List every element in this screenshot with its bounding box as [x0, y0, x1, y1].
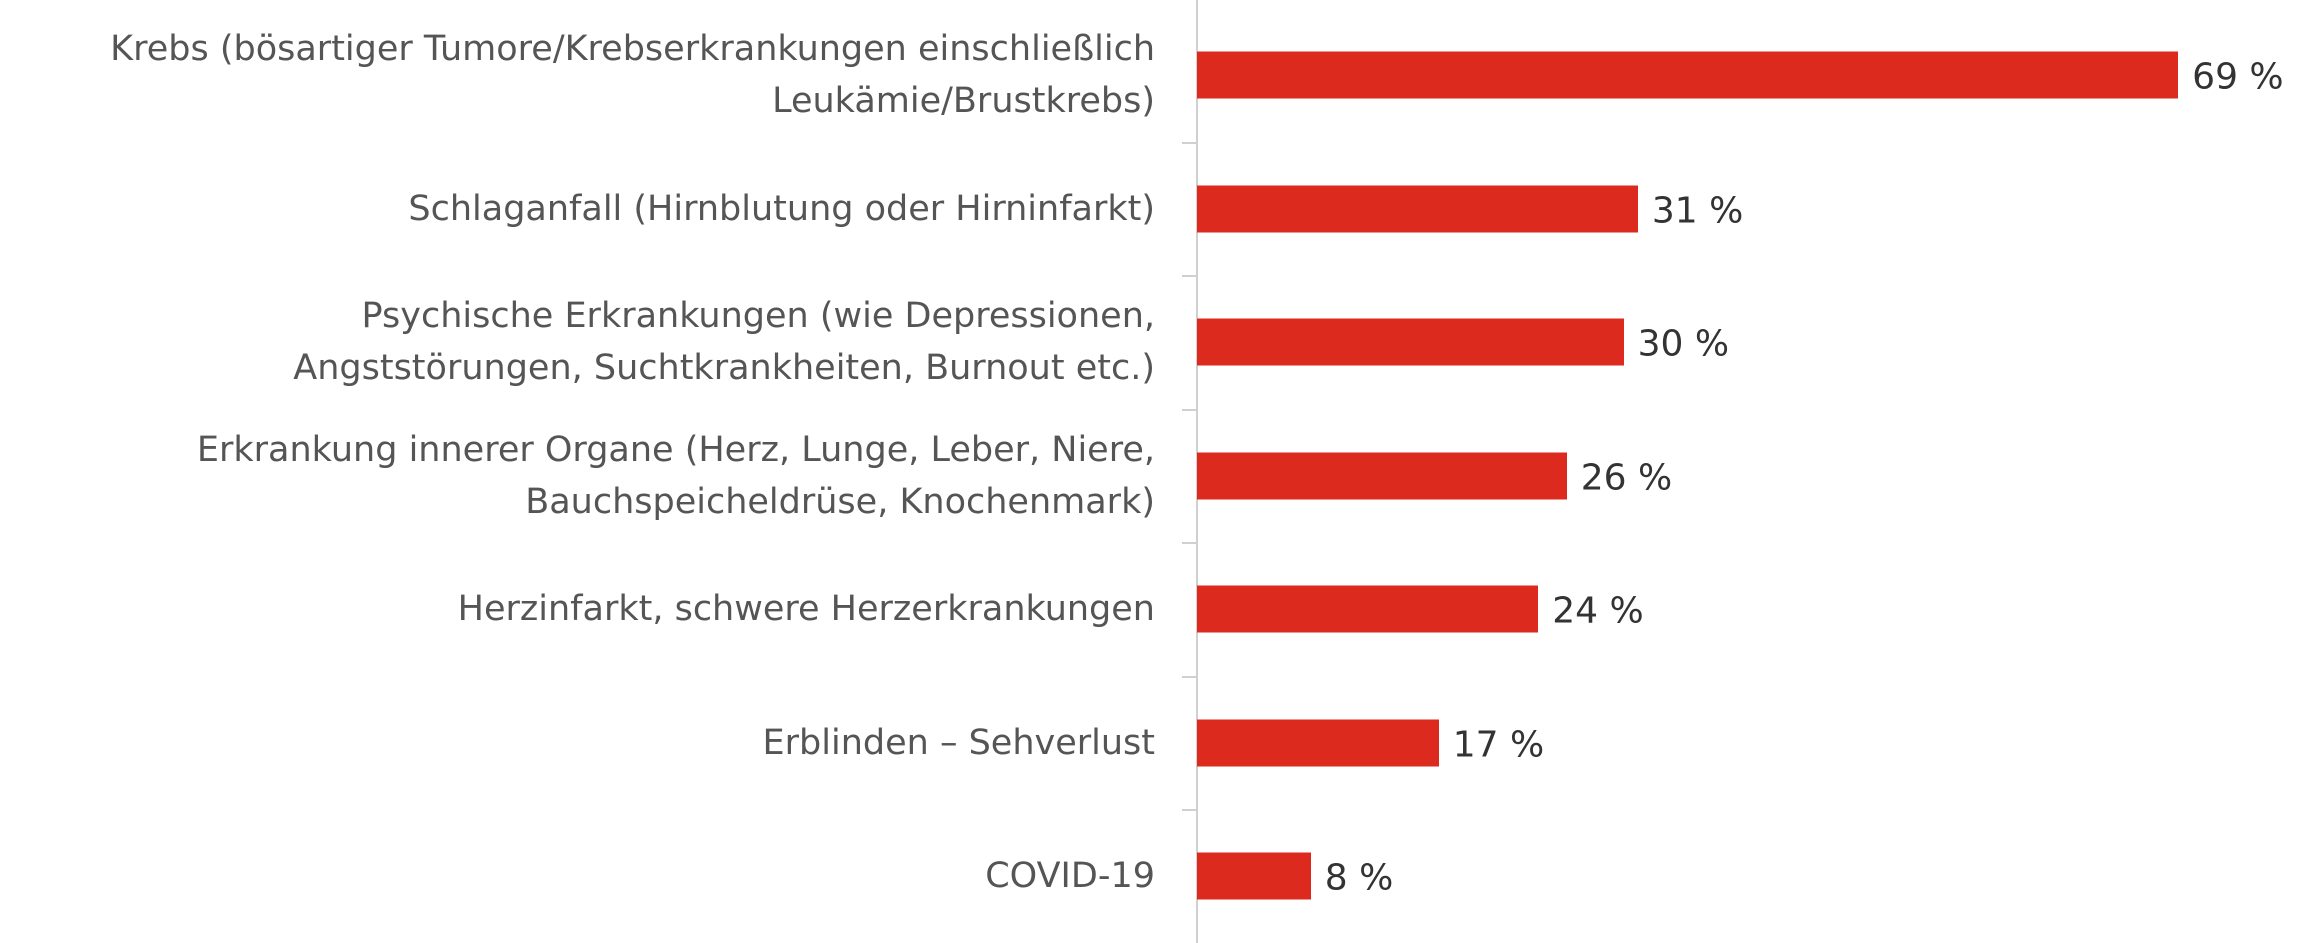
value-label: 17 %: [1452, 724, 1545, 765]
bar: [1197, 318, 1624, 366]
category-label: Erkrankung innerer Organe (Herz, Lunge, …: [196, 429, 1155, 522]
value-label: 24 %: [1552, 590, 1644, 632]
category-separator: [1182, 675, 1196, 678]
bar: [1197, 185, 1638, 232]
bar: [1197, 852, 1311, 900]
category-label: Schlaganfall (Hirnblutung oder Hirninfar…: [408, 188, 1155, 229]
category-separator: [1182, 141, 1196, 144]
value-label: 69 %: [2192, 56, 2284, 98]
category-label: Herzinfarkt, schwere Herzerkrankungen: [457, 589, 1155, 629]
bar: [1197, 719, 1439, 766]
category-label: Psychische Erkrankungen (wie Depressione…: [293, 296, 1155, 388]
value-label: 8 %: [1324, 857, 1394, 899]
category-separator: [1182, 809, 1196, 812]
category-label: COVID-19: [985, 856, 1155, 896]
value-label: 31 %: [1651, 190, 1744, 231]
bar: [1197, 585, 1539, 633]
category-label: Erblinden – Sehverlust: [762, 722, 1155, 763]
category-label: Krebs (bösartiger Tumore/Krebserkrankung…: [110, 29, 1155, 121]
bar: [1197, 51, 2179, 99]
category-separator: [1182, 275, 1196, 278]
category-separator: [1182, 542, 1196, 545]
bar: [1197, 452, 1567, 499]
value-label: 26 %: [1580, 457, 1673, 498]
value-label: 30 %: [1637, 323, 1730, 365]
category-separator: [1182, 408, 1196, 411]
